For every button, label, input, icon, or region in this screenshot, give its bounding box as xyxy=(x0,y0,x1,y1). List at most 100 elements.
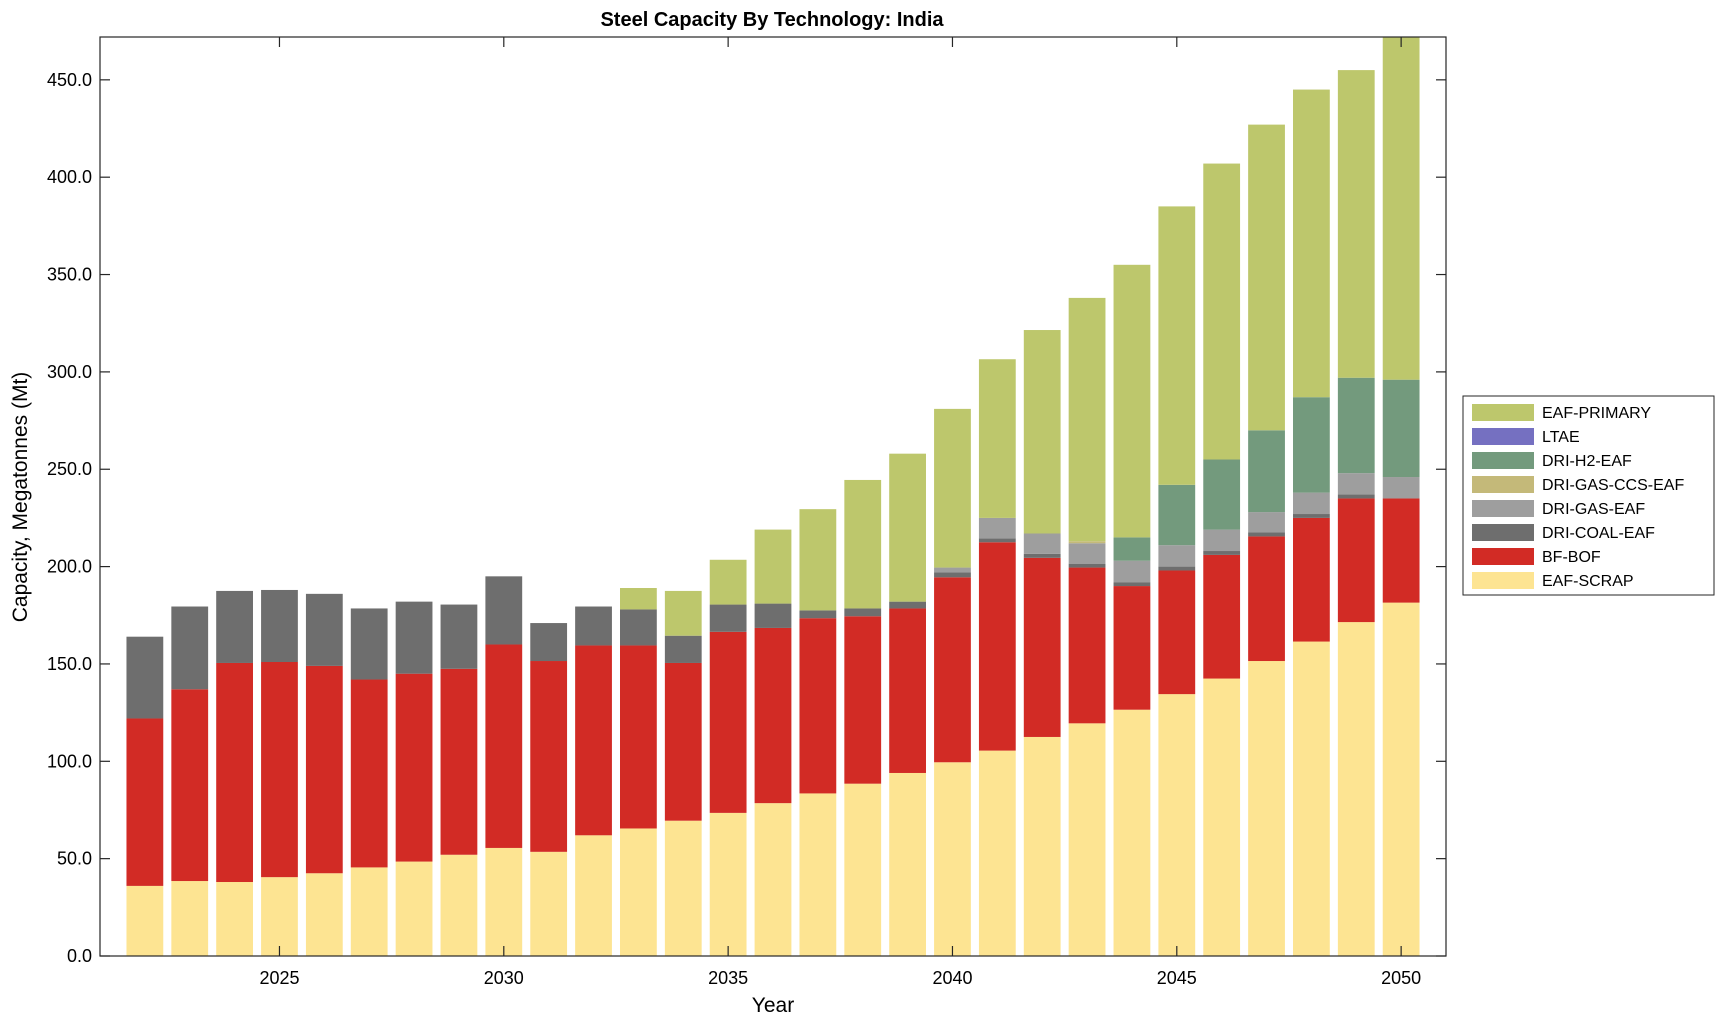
bar-segment-series-0-year-2050 xyxy=(1382,602,1420,956)
ticks-group: 0.0 50.0 100.0 150.0 200.0 250.0 300.0 350.0 400… xyxy=(47,37,1446,988)
bar-segment-series-1-year-2043 xyxy=(1068,567,1106,724)
bar-segment-series-0-year-2037 xyxy=(799,793,837,956)
bar-segment-series-2-year-2033 xyxy=(620,609,657,646)
bar-segment-series-1-year-2028 xyxy=(395,673,433,862)
bar-segment-series-7-year-2042 xyxy=(1023,330,1061,534)
bar-segment-series-4-year-2043 xyxy=(1068,541,1106,544)
legend-swatch xyxy=(1472,524,1534,541)
bar-segment-series-5-year-2048 xyxy=(1293,397,1330,493)
x-tick-label: 2030 xyxy=(484,968,524,988)
bar-segment-series-2-year-2036 xyxy=(754,603,792,628)
bar-segment-series-0-year-2048 xyxy=(1293,641,1330,956)
bar-segment-series-2-year-2029 xyxy=(440,604,478,669)
bar-segment-series-0-year-2049 xyxy=(1337,622,1375,956)
bar-segment-series-1-year-2034 xyxy=(664,662,702,821)
legend-entry-label: EAF-SCRAP xyxy=(1542,573,1634,590)
bar-segment-series-0-year-2022 xyxy=(126,885,164,956)
bar-segment-series-5-year-2050 xyxy=(1382,379,1420,478)
bar-segment-series-2-year-2022 xyxy=(126,636,164,719)
bar-segment-series-1-year-2042 xyxy=(1023,557,1061,737)
bar-segment-series-7-year-2035 xyxy=(709,559,747,605)
bar-segment-series-2-year-2030 xyxy=(485,576,523,645)
legend-swatch xyxy=(1472,572,1534,589)
bar-segment-series-0-year-2047 xyxy=(1248,661,1285,956)
y-tick-label: 250.0 xyxy=(47,459,92,479)
bar-segment-series-0-year-2030 xyxy=(485,847,523,956)
bar-segment-series-7-year-2047 xyxy=(1248,124,1285,431)
bar-segment-series-5-year-2045 xyxy=(1158,484,1196,546)
bar-segment-series-0-year-2040 xyxy=(934,762,971,956)
bar-segment-series-2-year-2044 xyxy=(1113,582,1151,587)
bar-segment-series-2-year-2047 xyxy=(1248,532,1285,537)
bar-segment-series-1-year-2031 xyxy=(530,661,568,852)
bar-segment-series-2-year-2048 xyxy=(1293,514,1330,518)
bar-segment-series-3-year-2042 xyxy=(1023,533,1061,554)
y-tick-label: 450.0 xyxy=(47,70,92,90)
bar-segment-series-3-year-2044 xyxy=(1113,560,1151,583)
bar-segment-series-1-year-2030 xyxy=(485,644,523,848)
y-tick-label: 0.0 xyxy=(67,946,92,966)
legend-swatch xyxy=(1472,500,1534,517)
bar-segment-series-3-year-2050 xyxy=(1382,477,1420,499)
y-tick-label: 350.0 xyxy=(47,265,92,285)
y-tick-label: 100.0 xyxy=(47,751,92,771)
bar-segment-series-7-year-2044 xyxy=(1113,264,1151,538)
bar-segment-series-1-year-2035 xyxy=(709,631,747,813)
bar-segment-series-2-year-2028 xyxy=(395,601,433,674)
bar-segment-series-1-year-2026 xyxy=(305,665,343,874)
bar-segment-series-2-year-2042 xyxy=(1023,553,1061,558)
legend-entry-label: LTAE xyxy=(1542,429,1580,446)
bar-segment-series-0-year-2029 xyxy=(440,854,478,956)
chart-title: Steel Capacity By Technology: India xyxy=(600,9,944,31)
bar-segment-series-1-year-2029 xyxy=(440,668,478,855)
bar-segment-series-0-year-2043 xyxy=(1068,723,1106,956)
bar-segment-series-2-year-2043 xyxy=(1068,563,1106,568)
bar-segment-series-1-year-2036 xyxy=(754,627,792,804)
bar-segment-series-0-year-2026 xyxy=(305,873,343,956)
bar-segment-series-7-year-2041 xyxy=(978,359,1016,518)
bar-segment-series-7-year-2036 xyxy=(754,529,792,604)
y-tick-label: 200.0 xyxy=(47,557,92,577)
bar-segment-series-0-year-2025 xyxy=(261,877,298,956)
bar-segment-series-7-year-2040 xyxy=(934,408,971,568)
bar-segment-series-7-year-2033 xyxy=(620,588,657,610)
bar-segment-series-2-year-2023 xyxy=(171,606,209,690)
bar-segment-series-3-year-2046 xyxy=(1203,529,1241,552)
y-axis-label: Capacity, Megatonnes (Mt) xyxy=(9,372,32,623)
bar-segment-series-5-year-2046 xyxy=(1203,459,1241,530)
legend: EAF-PRIMARY LTAE DRI-H2-EAF DRI-GAS-CCS-EAF… xyxy=(1462,395,1715,596)
bar-segment-series-5-year-2044 xyxy=(1113,537,1151,561)
bar-segment-series-0-year-2023 xyxy=(171,881,209,956)
bar-segment-series-0-year-2028 xyxy=(395,861,433,956)
y-tick-label: 150.0 xyxy=(47,654,92,674)
bar-segment-series-2-year-2037 xyxy=(799,610,837,619)
bar-segment-series-1-year-2023 xyxy=(171,689,209,882)
bar-segment-series-0-year-2045 xyxy=(1158,694,1196,956)
legend-swatch xyxy=(1472,548,1534,565)
bar-segment-series-1-year-2047 xyxy=(1248,536,1285,662)
bar-segment-series-7-year-2048 xyxy=(1293,89,1330,398)
x-tick-label: 2025 xyxy=(259,968,299,988)
bar-segment-series-2-year-2031 xyxy=(530,623,568,662)
bar-segment-series-0-year-2032 xyxy=(575,835,612,956)
bar-segment-series-0-year-2036 xyxy=(754,803,792,956)
x-tick-label: 2035 xyxy=(708,968,748,988)
bar-segment-series-1-year-2037 xyxy=(799,618,837,794)
bar-segment-series-0-year-2041 xyxy=(978,750,1016,956)
legend-entry-label: DRI-COAL-EAF xyxy=(1542,525,1655,542)
bar-segment-series-2-year-2038 xyxy=(844,608,882,617)
x-axis-label: Year xyxy=(752,994,794,1017)
bar-segment-series-2-year-2035 xyxy=(709,604,747,632)
plot-area: 0.0 50.0 100.0 150.0 200.0 250.0 300.0 350.0 400… xyxy=(47,36,1447,988)
bars-group xyxy=(126,37,1420,956)
bar-segment-series-0-year-2039 xyxy=(889,772,926,956)
legend-swatch xyxy=(1472,452,1534,469)
bar-segment-series-1-year-2046 xyxy=(1203,554,1241,679)
bar-segment-series-3-year-2043 xyxy=(1068,543,1106,564)
bar-segment-series-1-year-2033 xyxy=(620,645,657,829)
bar-segment-series-7-year-2034 xyxy=(664,590,702,636)
bar-segment-series-1-year-2032 xyxy=(575,645,612,836)
bar-segment-series-2-year-2049 xyxy=(1337,494,1375,499)
bar-segment-series-3-year-2047 xyxy=(1248,512,1285,533)
